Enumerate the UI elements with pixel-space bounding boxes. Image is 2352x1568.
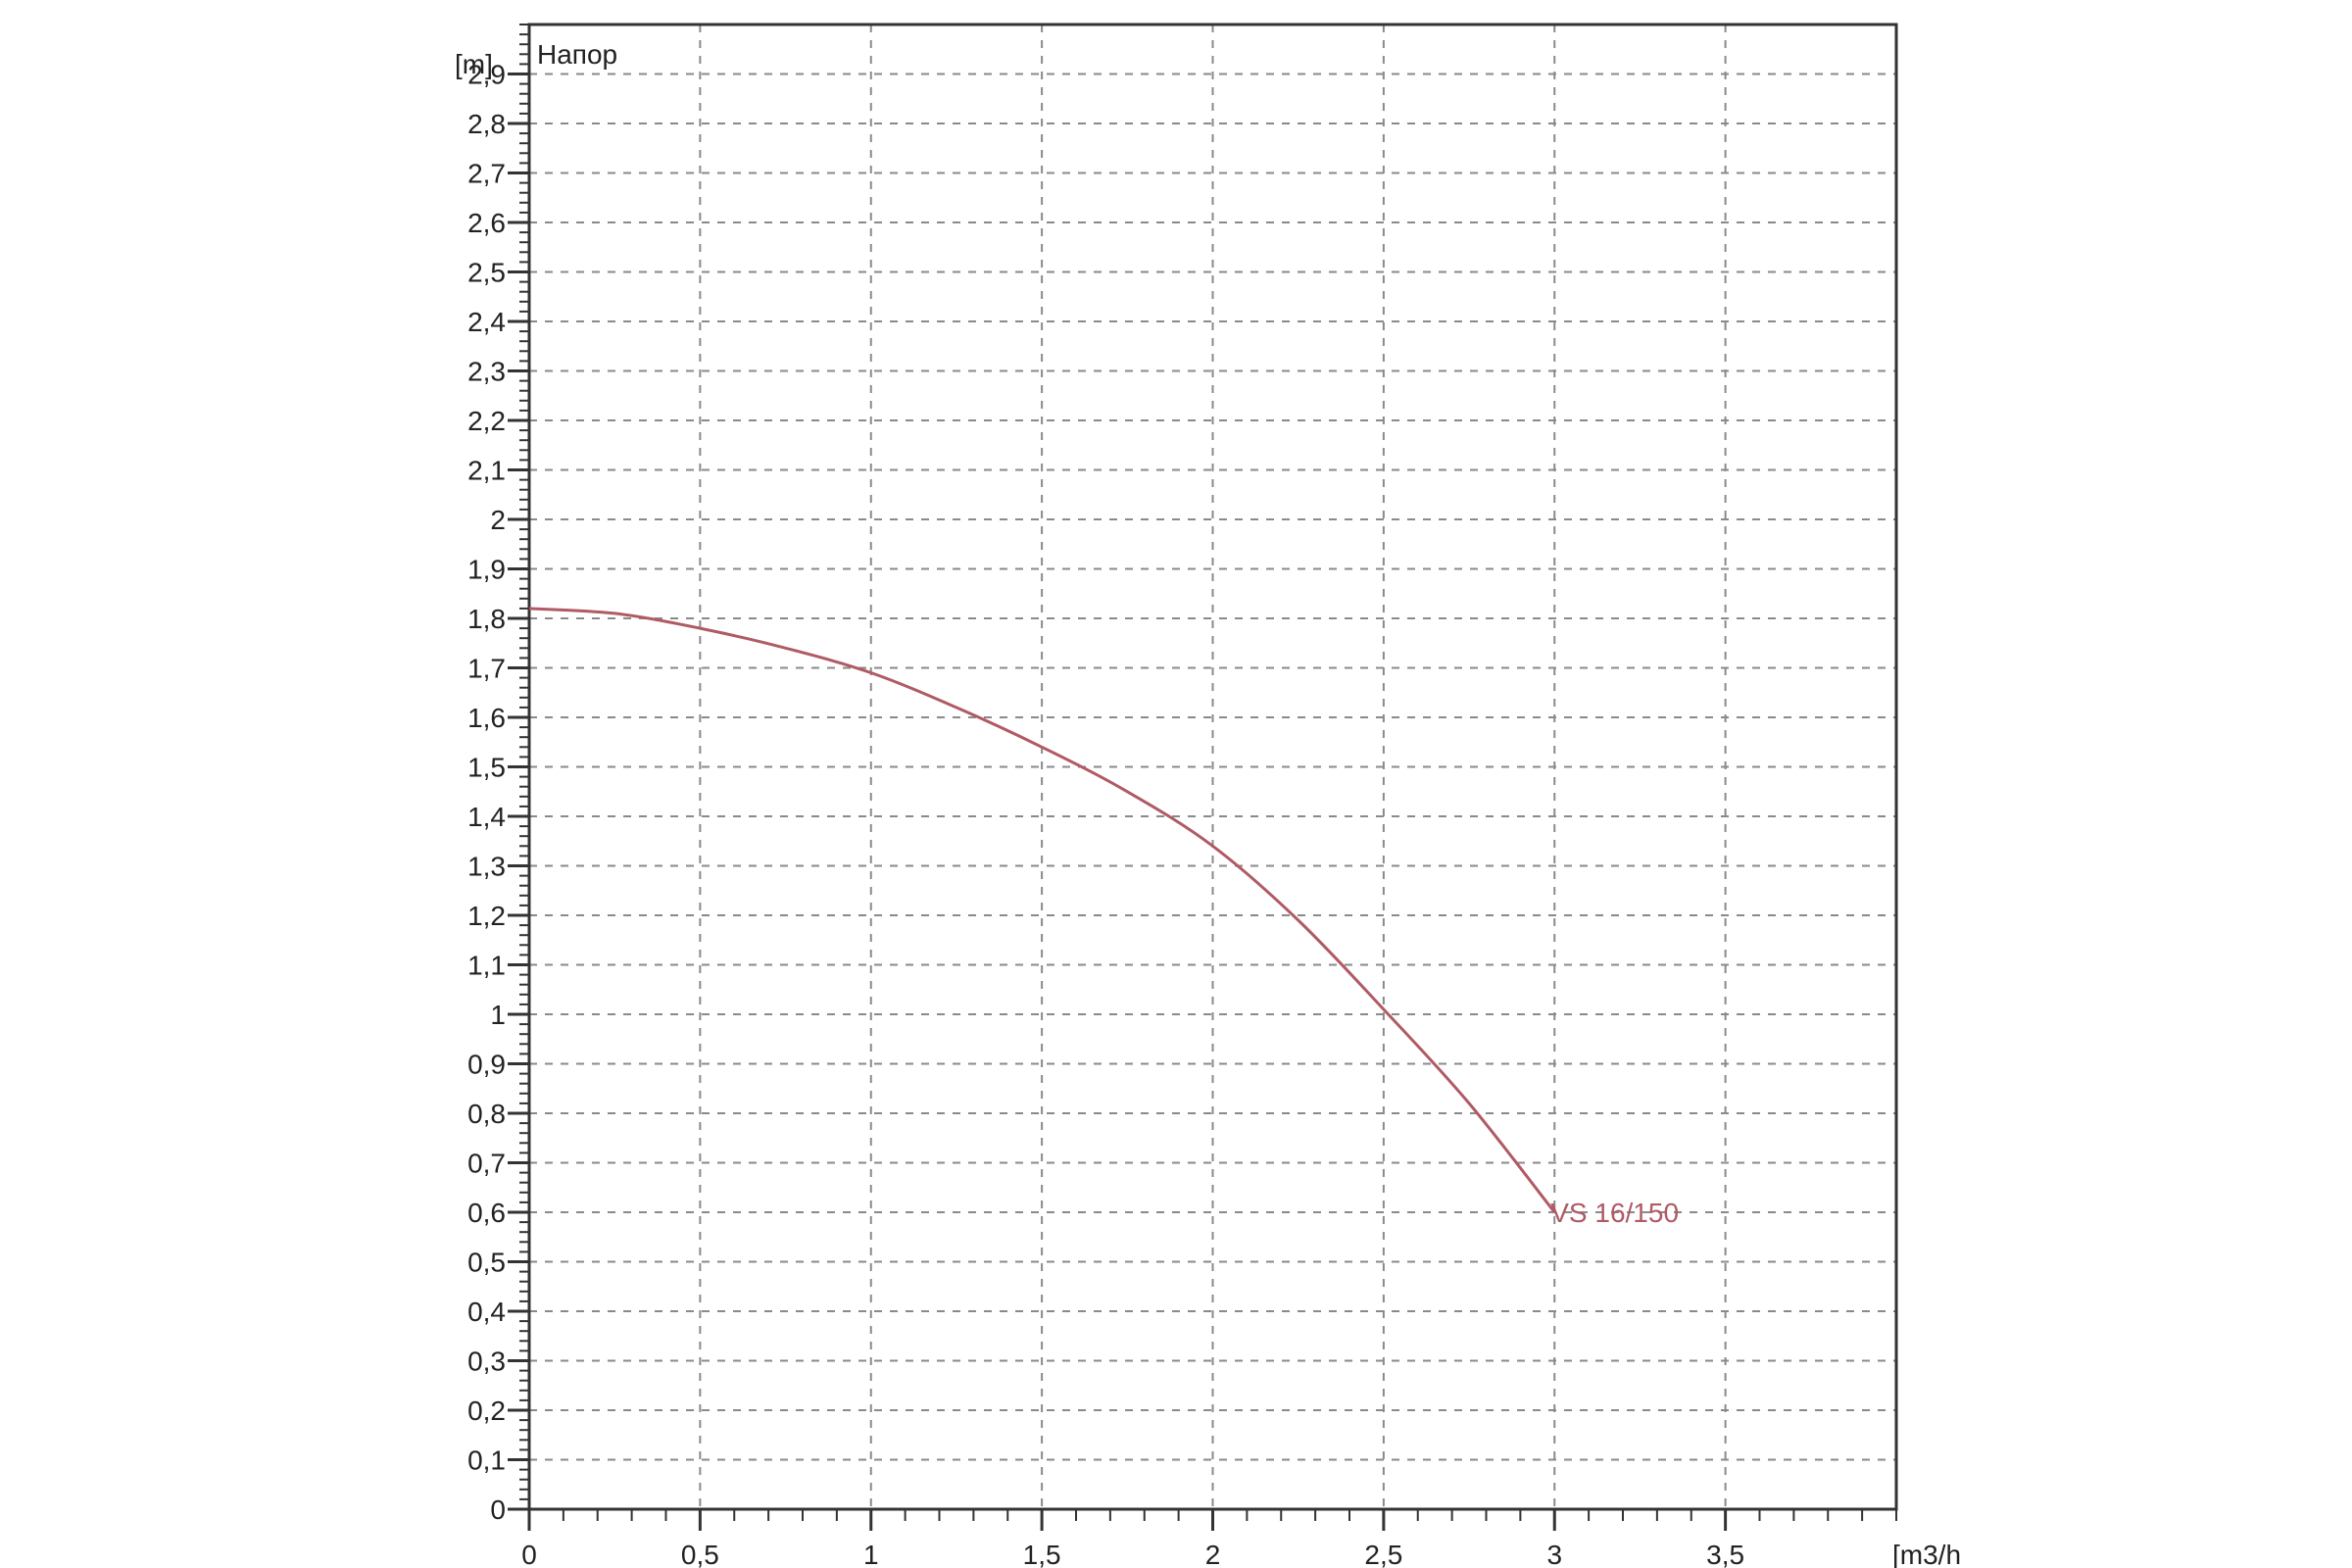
y-tick-label: 2,3 xyxy=(467,357,506,387)
y-tick-label: 1,8 xyxy=(467,604,506,634)
x-tick-label: 2,5 xyxy=(1364,1540,1402,1568)
y-tick-label: 1,7 xyxy=(467,654,506,684)
y-tick-label: 0,6 xyxy=(467,1198,506,1228)
y-tick-label: 2 xyxy=(490,505,506,535)
y-tick-label: 2,6 xyxy=(467,208,506,238)
y-tick-label: 1,5 xyxy=(467,753,506,783)
y-tick-label: 0,8 xyxy=(467,1099,506,1129)
y-tick-label: 1,2 xyxy=(467,901,506,931)
y-tick-label: 2,5 xyxy=(467,258,506,288)
x-tick-label: 0,5 xyxy=(681,1540,719,1568)
y-tick-label: 2,7 xyxy=(467,159,506,189)
y-tick-label: 2,2 xyxy=(467,406,506,436)
y-tick-label: 1,1 xyxy=(467,951,506,981)
axes: 0 0,1 0,2 0,3 0,4 0,5 0,6 0,7 0,8 0,9 1 1,1 1,2 1,3 1,… xyxy=(467,23,1898,1568)
x-tick-label: 0 xyxy=(521,1540,537,1568)
x-tick-label: 3,5 xyxy=(1706,1540,1744,1568)
y-tick-label: 1,3 xyxy=(467,852,506,882)
y-tick-label: 1,6 xyxy=(467,703,506,733)
grid xyxy=(529,24,1896,1509)
y-tick-label: 0,9 xyxy=(467,1050,506,1080)
series: VS 16/150 xyxy=(528,607,1679,1228)
y-tick-label: 1,4 xyxy=(467,802,506,832)
y-tick-label: 0,7 xyxy=(467,1149,506,1179)
series-line-0 xyxy=(528,607,1556,1213)
labels: [m] Напор [m3/h xyxy=(455,39,1961,1568)
y-tick-label: 1,9 xyxy=(467,555,506,585)
y-tick-label: 2,1 xyxy=(467,456,506,486)
y-axis-label: [m] xyxy=(455,49,493,79)
y-tick-label: 2,9 xyxy=(467,60,506,90)
y-tick-label: 0,3 xyxy=(467,1347,506,1377)
series-label-0: VS 16/150 xyxy=(1550,1198,1679,1228)
chart-title: Напор xyxy=(537,39,617,70)
x-tick-label: 1,5 xyxy=(1023,1540,1061,1568)
y-tick-label: 2,4 xyxy=(467,307,506,337)
y-tick-label: 0 xyxy=(490,1494,506,1525)
y-tick-label: 0,1 xyxy=(467,1446,506,1476)
y-tick-label: 0,4 xyxy=(467,1297,506,1327)
y-tick-label: 2,8 xyxy=(467,109,506,139)
x-axis-label: [m3/h xyxy=(1892,1540,1961,1568)
x-tick-label: 3 xyxy=(1546,1540,1562,1568)
y-tick-label: 1 xyxy=(490,1000,506,1030)
y-tick-label: 0,2 xyxy=(467,1396,506,1426)
y-tick-label: 0,5 xyxy=(467,1248,506,1278)
x-tick-label: 2 xyxy=(1205,1540,1221,1568)
x-tick-label: 1 xyxy=(863,1540,879,1568)
